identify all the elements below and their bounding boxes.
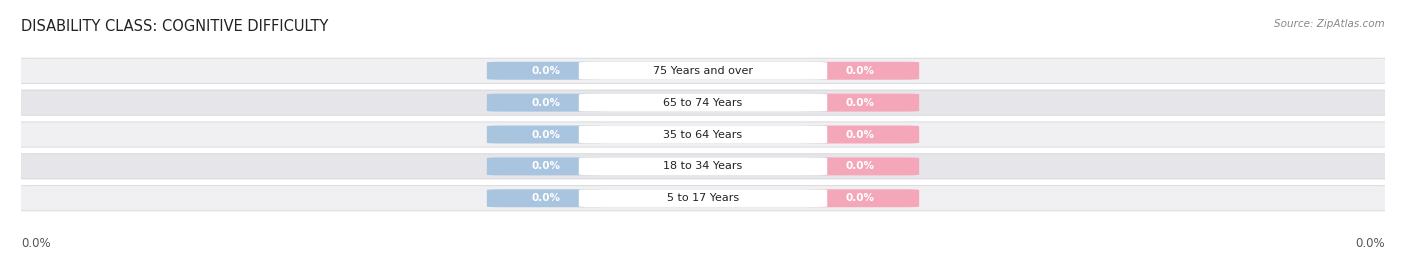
FancyBboxPatch shape: [800, 94, 920, 112]
Text: 0.0%: 0.0%: [21, 237, 51, 250]
Text: DISABILITY CLASS: COGNITIVE DIFFICULTY: DISABILITY CLASS: COGNITIVE DIFFICULTY: [21, 19, 329, 34]
FancyBboxPatch shape: [486, 94, 606, 112]
FancyBboxPatch shape: [579, 126, 827, 143]
Text: 75 Years and over: 75 Years and over: [652, 66, 754, 76]
FancyBboxPatch shape: [4, 58, 1402, 83]
Text: 0.0%: 0.0%: [845, 161, 875, 171]
FancyBboxPatch shape: [800, 189, 920, 207]
Text: 0.0%: 0.0%: [845, 98, 875, 108]
Text: 0.0%: 0.0%: [531, 193, 561, 203]
FancyBboxPatch shape: [486, 189, 606, 207]
FancyBboxPatch shape: [579, 94, 827, 112]
FancyBboxPatch shape: [486, 157, 606, 175]
FancyBboxPatch shape: [800, 62, 920, 80]
Text: 35 to 64 Years: 35 to 64 Years: [664, 129, 742, 140]
Text: 18 to 34 Years: 18 to 34 Years: [664, 161, 742, 171]
FancyBboxPatch shape: [579, 157, 827, 175]
Text: 0.0%: 0.0%: [845, 193, 875, 203]
Text: 0.0%: 0.0%: [845, 129, 875, 140]
Text: 0.0%: 0.0%: [531, 161, 561, 171]
FancyBboxPatch shape: [4, 90, 1402, 115]
FancyBboxPatch shape: [4, 154, 1402, 179]
FancyBboxPatch shape: [800, 157, 920, 175]
Text: 5 to 17 Years: 5 to 17 Years: [666, 193, 740, 203]
Text: 0.0%: 0.0%: [531, 129, 561, 140]
FancyBboxPatch shape: [4, 122, 1402, 147]
FancyBboxPatch shape: [800, 126, 920, 143]
Text: 0.0%: 0.0%: [531, 98, 561, 108]
Text: 65 to 74 Years: 65 to 74 Years: [664, 98, 742, 108]
Text: 0.0%: 0.0%: [531, 66, 561, 76]
FancyBboxPatch shape: [4, 186, 1402, 211]
FancyBboxPatch shape: [579, 189, 827, 207]
FancyBboxPatch shape: [486, 126, 606, 143]
Text: Source: ZipAtlas.com: Source: ZipAtlas.com: [1274, 19, 1385, 29]
Text: 0.0%: 0.0%: [1355, 237, 1385, 250]
FancyBboxPatch shape: [486, 62, 606, 80]
FancyBboxPatch shape: [579, 62, 827, 80]
Text: 0.0%: 0.0%: [845, 66, 875, 76]
